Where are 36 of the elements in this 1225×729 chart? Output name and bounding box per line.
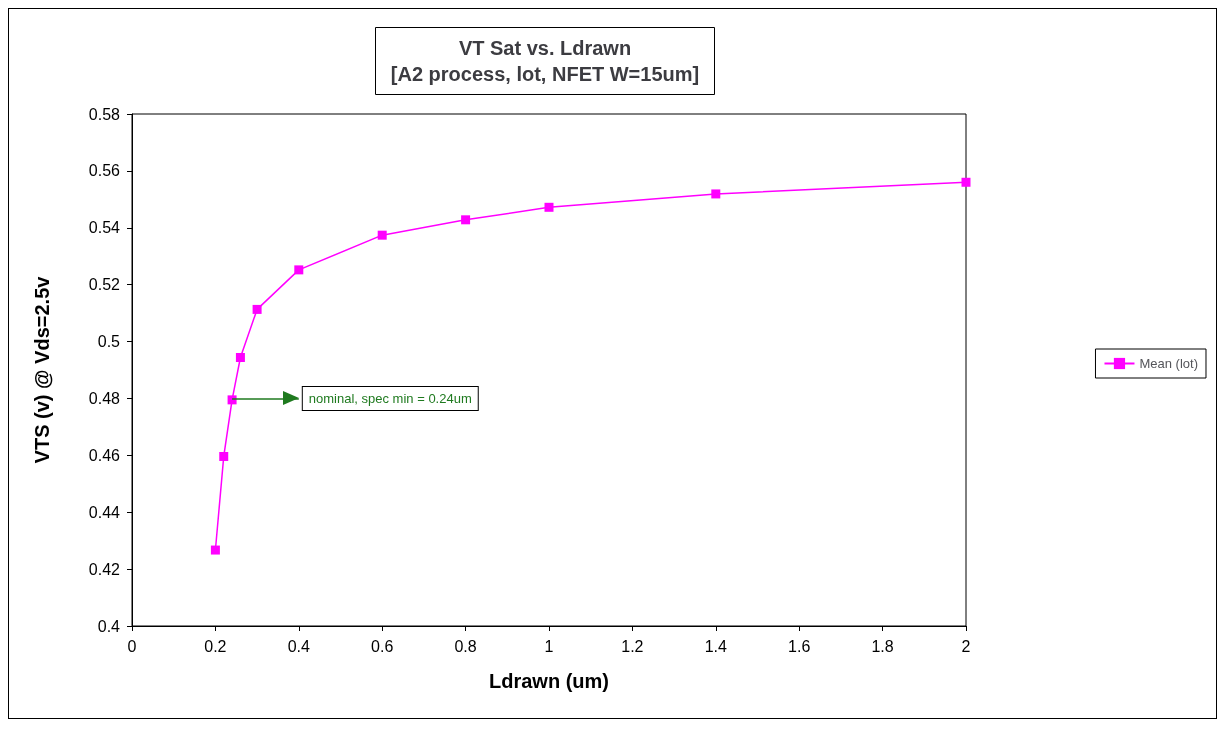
point: [252, 304, 262, 314]
y-tick-label: 0.54: [88, 219, 121, 237]
x-tick-label: 2: [961, 637, 971, 655]
x-tick-label: 0.8: [454, 637, 477, 655]
y-axis-title: VTS (v) @ Vds=2.5v: [31, 275, 53, 464]
point: [461, 215, 471, 225]
y-tick-label: 0.4: [97, 617, 121, 635]
x-tick-label: 0.4: [287, 637, 311, 655]
x-axis-title: Ldrawn (um): [489, 670, 609, 692]
y-tick-label: 0.46: [88, 446, 121, 464]
point: [235, 352, 245, 362]
y-tick-label: 0.58: [88, 105, 121, 123]
x-tick-label: 1.8: [871, 637, 894, 655]
y-tick-label: 0.5: [97, 333, 121, 351]
x-tick-label: 1.2: [621, 637, 644, 655]
annotation: nominal, spec min = 0.24um: [308, 390, 472, 406]
x-tick-label: 1.4: [704, 637, 728, 655]
x-tick-label: 0.2: [204, 637, 227, 655]
point: [219, 451, 229, 461]
x-tick-label: 0: [127, 637, 137, 655]
x-tick-label: 1.6: [788, 637, 811, 655]
x-tick-label: 1: [544, 637, 554, 655]
y-tick-label: 0.44: [88, 503, 121, 521]
legend-label: Mean (lot): [1139, 356, 1199, 371]
point: [961, 177, 971, 187]
point: [544, 202, 554, 212]
y-tick-label: 0.48: [88, 389, 121, 407]
y-tick-label: 0.42: [88, 560, 121, 578]
point: [210, 545, 220, 555]
point: [294, 265, 304, 275]
point: [711, 189, 721, 199]
chart-title: VT Sat vs. Ldrawn [A2 process, lot, NFET W=15um]: [390, 37, 700, 85]
y-tick-label: 0.52: [88, 276, 121, 294]
point: [377, 230, 387, 240]
x-tick-label: 0.6: [371, 637, 394, 655]
y-tick-label: 0.56: [88, 162, 121, 180]
